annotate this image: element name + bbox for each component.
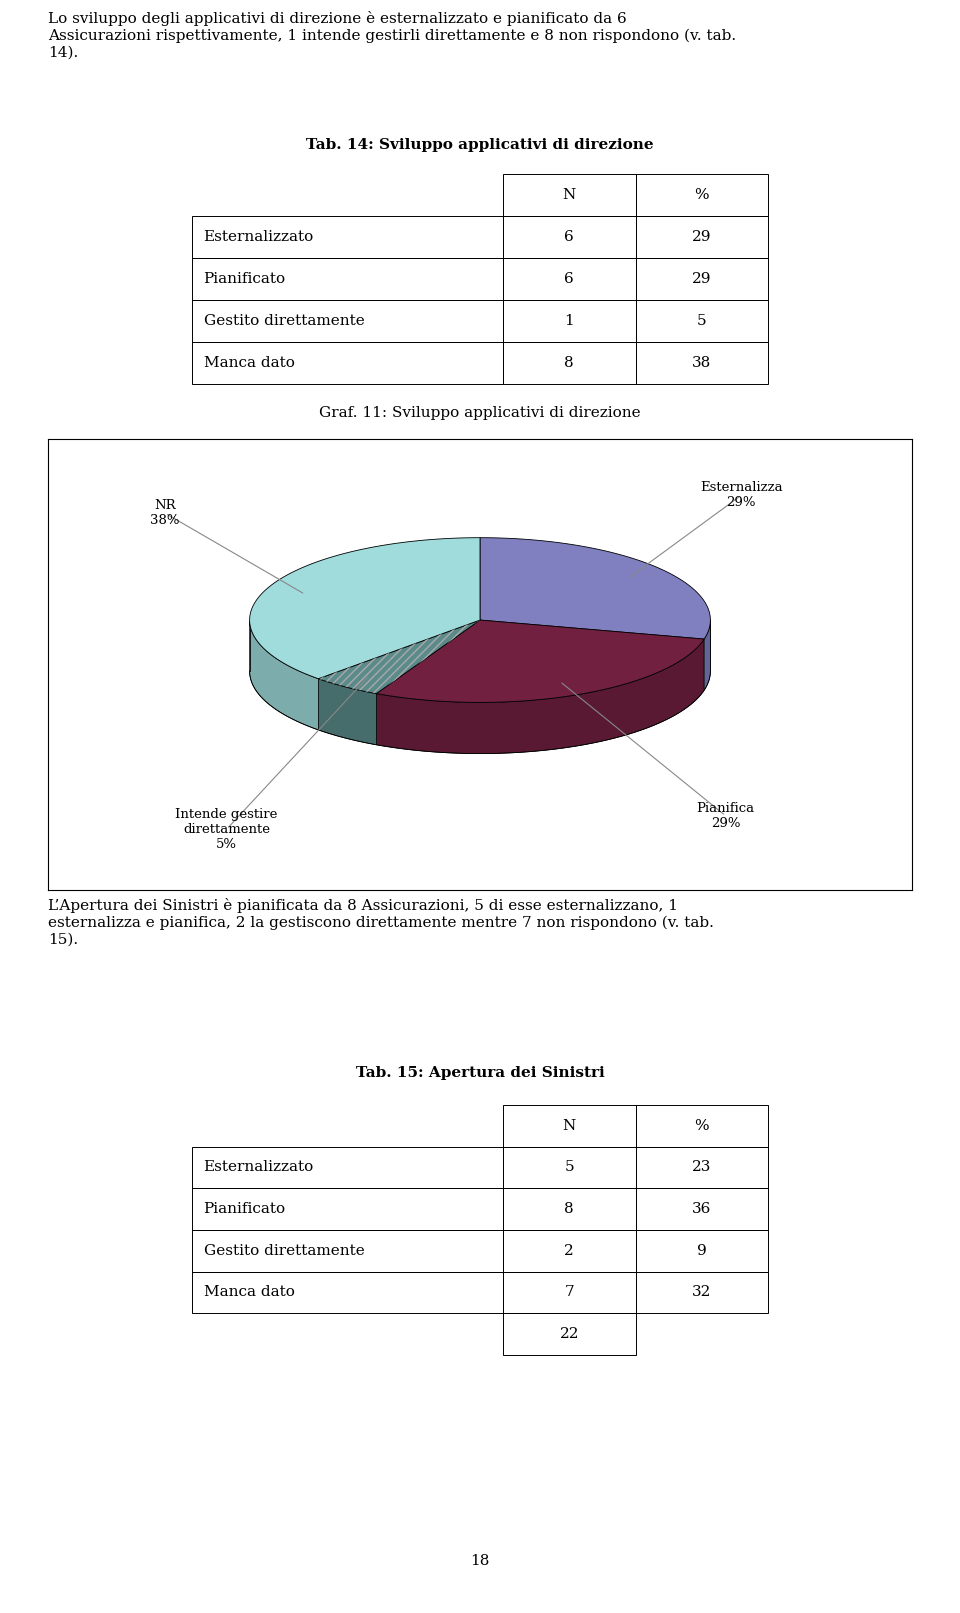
Text: Manca dato: Manca dato xyxy=(204,356,295,369)
Bar xyxy=(503,1271,636,1313)
Bar xyxy=(636,216,768,258)
Text: 6: 6 xyxy=(564,273,574,286)
Polygon shape xyxy=(319,679,376,745)
Polygon shape xyxy=(376,619,704,702)
Bar xyxy=(636,1105,768,1147)
Text: Lo sviluppo degli applicativi di direzione è esternalizzato e pianificato da 6
A: Lo sviluppo degli applicativi di direzio… xyxy=(48,11,736,60)
Text: %: % xyxy=(694,1119,709,1132)
Polygon shape xyxy=(250,537,480,679)
Text: Intende gestire
direttamente
5%: Intende gestire direttamente 5% xyxy=(176,808,277,850)
Bar xyxy=(636,300,768,342)
Bar xyxy=(192,1271,503,1313)
Text: 2: 2 xyxy=(564,1244,574,1258)
Text: Pianifica
29%: Pianifica 29% xyxy=(697,802,755,831)
Polygon shape xyxy=(480,537,710,639)
Text: 6: 6 xyxy=(564,231,574,244)
Bar xyxy=(503,258,636,300)
Text: 36: 36 xyxy=(692,1202,711,1216)
Bar xyxy=(503,1313,636,1355)
Polygon shape xyxy=(704,621,710,690)
Bar xyxy=(192,300,503,342)
Text: Pianificato: Pianificato xyxy=(204,1202,286,1216)
Text: Tab. 15: Apertura dei Sinistri: Tab. 15: Apertura dei Sinistri xyxy=(355,1066,605,1079)
Bar xyxy=(503,342,636,384)
Text: 22: 22 xyxy=(560,1327,579,1340)
Text: N: N xyxy=(563,1119,576,1132)
Text: %: % xyxy=(694,189,709,202)
Polygon shape xyxy=(319,619,480,694)
Bar xyxy=(636,174,768,216)
Text: 1: 1 xyxy=(564,315,574,327)
Bar xyxy=(636,1271,768,1313)
Text: N: N xyxy=(563,189,576,202)
Bar xyxy=(503,1147,636,1189)
Polygon shape xyxy=(376,639,704,753)
Text: NR
38%: NR 38% xyxy=(151,498,180,527)
Text: 8: 8 xyxy=(564,1202,574,1216)
Bar xyxy=(192,258,503,300)
Text: Esternalizzato: Esternalizzato xyxy=(204,1160,314,1174)
Bar xyxy=(192,1189,503,1229)
Text: 7: 7 xyxy=(564,1286,574,1300)
Bar xyxy=(192,1147,503,1189)
Text: 8: 8 xyxy=(564,356,574,369)
Bar xyxy=(192,1229,503,1271)
Bar xyxy=(192,342,503,384)
Text: Esternalizzato: Esternalizzato xyxy=(204,231,314,244)
Bar xyxy=(636,1147,768,1189)
Text: 5: 5 xyxy=(697,315,707,327)
Text: Graf. 11: Sviluppo applicativi di direzione: Graf. 11: Sviluppo applicativi di direzi… xyxy=(319,406,641,419)
Bar xyxy=(503,1189,636,1229)
Bar xyxy=(636,258,768,300)
Text: 18: 18 xyxy=(470,1553,490,1568)
Text: Manca dato: Manca dato xyxy=(204,1286,295,1300)
Bar xyxy=(503,1229,636,1271)
Bar xyxy=(636,342,768,384)
Text: 29: 29 xyxy=(692,231,711,244)
Bar xyxy=(503,174,636,216)
Text: 32: 32 xyxy=(692,1286,711,1300)
Text: Gestito direttamente: Gestito direttamente xyxy=(204,315,364,327)
Bar xyxy=(636,1189,768,1229)
Text: Esternalizza
29%: Esternalizza 29% xyxy=(700,481,782,510)
Bar xyxy=(192,216,503,258)
Polygon shape xyxy=(250,621,319,731)
Bar xyxy=(503,1105,636,1147)
Text: 38: 38 xyxy=(692,356,711,369)
Text: 23: 23 xyxy=(692,1160,711,1174)
Text: 9: 9 xyxy=(697,1244,707,1258)
Text: Gestito direttamente: Gestito direttamente xyxy=(204,1244,364,1258)
Text: 5: 5 xyxy=(564,1160,574,1174)
Text: Tab. 14: Sviluppo applicativi di direzione: Tab. 14: Sviluppo applicativi di direzio… xyxy=(306,139,654,152)
Bar xyxy=(636,1229,768,1271)
Text: Pianificato: Pianificato xyxy=(204,273,286,286)
Text: L’Apertura dei Sinistri è pianificata da 8 Assicurazioni, 5 di esse esternalizza: L’Apertura dei Sinistri è pianificata da… xyxy=(48,898,714,947)
Text: 29: 29 xyxy=(692,273,711,286)
Bar xyxy=(503,300,636,342)
Bar xyxy=(503,216,636,258)
